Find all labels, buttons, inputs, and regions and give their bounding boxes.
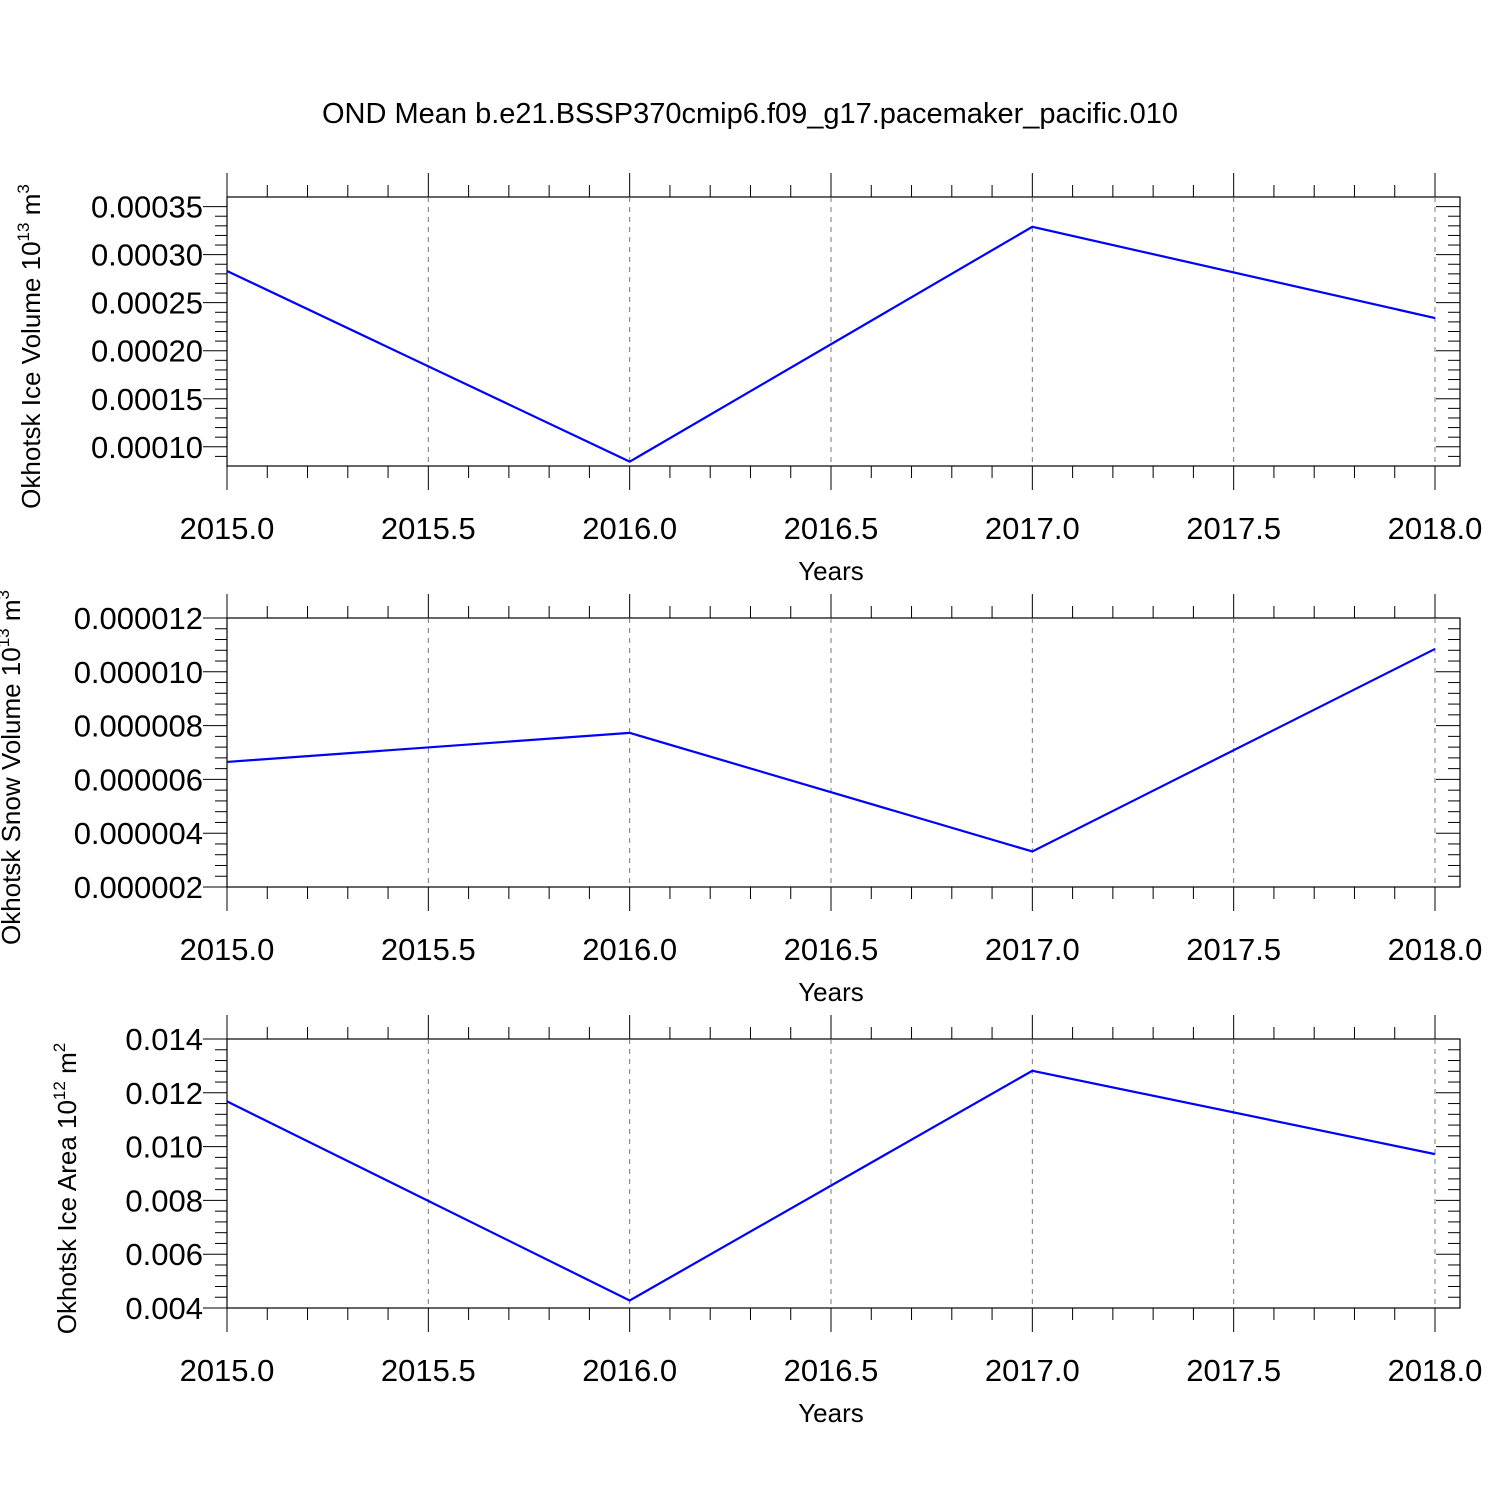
y-tick-label: 0.00020	[91, 334, 203, 369]
y-axis-label-superscript: 3	[0, 590, 13, 599]
x-tick-label: 2017.5	[1186, 511, 1281, 546]
y-tick-label: 0.00030	[91, 238, 203, 273]
x-tick-label: 2016.0	[582, 1353, 677, 1388]
x-tick-label: 2016.5	[784, 932, 879, 967]
x-tick-label: 2018.0	[1388, 1353, 1483, 1388]
y-tick-label: 0.000002	[74, 870, 203, 905]
x-tick-label: 2017.5	[1186, 932, 1281, 967]
y-axis-label-superscript: 3	[14, 184, 33, 193]
y-tick-label: 0.006	[125, 1237, 203, 1272]
series-line-1	[226, 225, 1436, 463]
y-axis-label-text: m	[52, 1052, 82, 1081]
y-tick-label: 0.000010	[74, 655, 203, 690]
y-tick-label: 0.000006	[74, 762, 203, 797]
plot-frame	[226, 1038, 1461, 1309]
plot-frame	[226, 617, 1461, 888]
chart-panel-2: 2015.0 2015.5 2016.0 2016.5 2017.0 2017.5 2018…	[0, 590, 1482, 1007]
y-axis-label: Okhotsk Ice Area 1012 m2	[50, 1043, 82, 1334]
x-tick-label: 2017.0	[985, 932, 1080, 967]
x-axis-label: Years	[798, 556, 864, 586]
x-tick-label: 2016.5	[784, 1353, 879, 1388]
x-tick-label: 2016.5	[784, 511, 879, 546]
x-tick-label: 2017.0	[985, 511, 1080, 546]
x-tick-label: 2016.0	[582, 932, 677, 967]
y-axis-label-text: Okhotsk Ice Volume 10	[16, 241, 46, 508]
x-tick-label: 2018.0	[1388, 511, 1483, 546]
plot-frame	[226, 196, 1461, 467]
x-tick-label: 2017.0	[985, 1353, 1080, 1388]
chart-panel-3: 2015.0 2015.5 2016.0 2016.5 2017.0 2017.5 2018…	[50, 1015, 1482, 1428]
y-axis-label-text: Okhotsk Ice Area 10	[52, 1100, 82, 1334]
y-axis-label-superscript: 13	[0, 628, 13, 647]
y-axis-label-superscript: 2	[50, 1043, 69, 1052]
y-axis-label-text: Okhotsk Snow Volume 10	[0, 647, 26, 945]
y-tick-label: 0.00025	[91, 286, 203, 321]
y-axis-label-text: m	[16, 194, 46, 223]
y-tick-label: 0.010	[125, 1130, 203, 1165]
x-tick-label: 2015.0	[180, 511, 275, 546]
y-tick-label: 0.00010	[91, 430, 203, 465]
y-axis-label-superscript: 13	[14, 223, 33, 242]
y-tick-label: 0.014	[125, 1022, 203, 1057]
series-line-1	[226, 1069, 1436, 1302]
series-line-1	[226, 647, 1436, 853]
y-tick-label: 0.000004	[74, 816, 203, 851]
x-tick-label: 2015.5	[381, 932, 476, 967]
x-tick-label: 2015.5	[381, 511, 476, 546]
y-axis-label: Okhotsk Snow Volume 1013 m3	[0, 590, 26, 945]
y-axis-label-text: m	[0, 599, 26, 628]
y-tick-label: 0.004	[125, 1291, 203, 1326]
x-axis-label: Years	[798, 1398, 864, 1428]
y-tick-label: 0.012	[125, 1076, 203, 1111]
y-tick-label: 0.000008	[74, 709, 203, 744]
y-tick-label: 0.008	[125, 1183, 203, 1218]
y-tick-label: 0.000012	[74, 601, 203, 636]
y-tick-label: 0.00035	[91, 190, 203, 225]
chart-panel-1: 2015.0 2015.5 2016.0 2016.5 2017.0 2017.5 2018…	[14, 173, 1482, 586]
x-tick-label: 2017.5	[1186, 1353, 1281, 1388]
x-tick-label: 2016.0	[582, 511, 677, 546]
x-axis-label: Years	[798, 977, 864, 1007]
figure-title: OND Mean b.e21.BSSP370cmip6.f09_g17.pace…	[322, 98, 1178, 130]
y-tick-label: 0.00015	[91, 382, 203, 417]
x-tick-label: 2015.5	[381, 1353, 476, 1388]
x-tick-label: 2015.0	[180, 1353, 275, 1388]
x-tick-label: 2015.0	[180, 932, 275, 967]
y-axis-label-superscript: 12	[50, 1081, 69, 1100]
y-axis-label: Okhotsk Ice Volume 1013 m3	[14, 184, 46, 509]
x-tick-label: 2018.0	[1388, 932, 1483, 967]
